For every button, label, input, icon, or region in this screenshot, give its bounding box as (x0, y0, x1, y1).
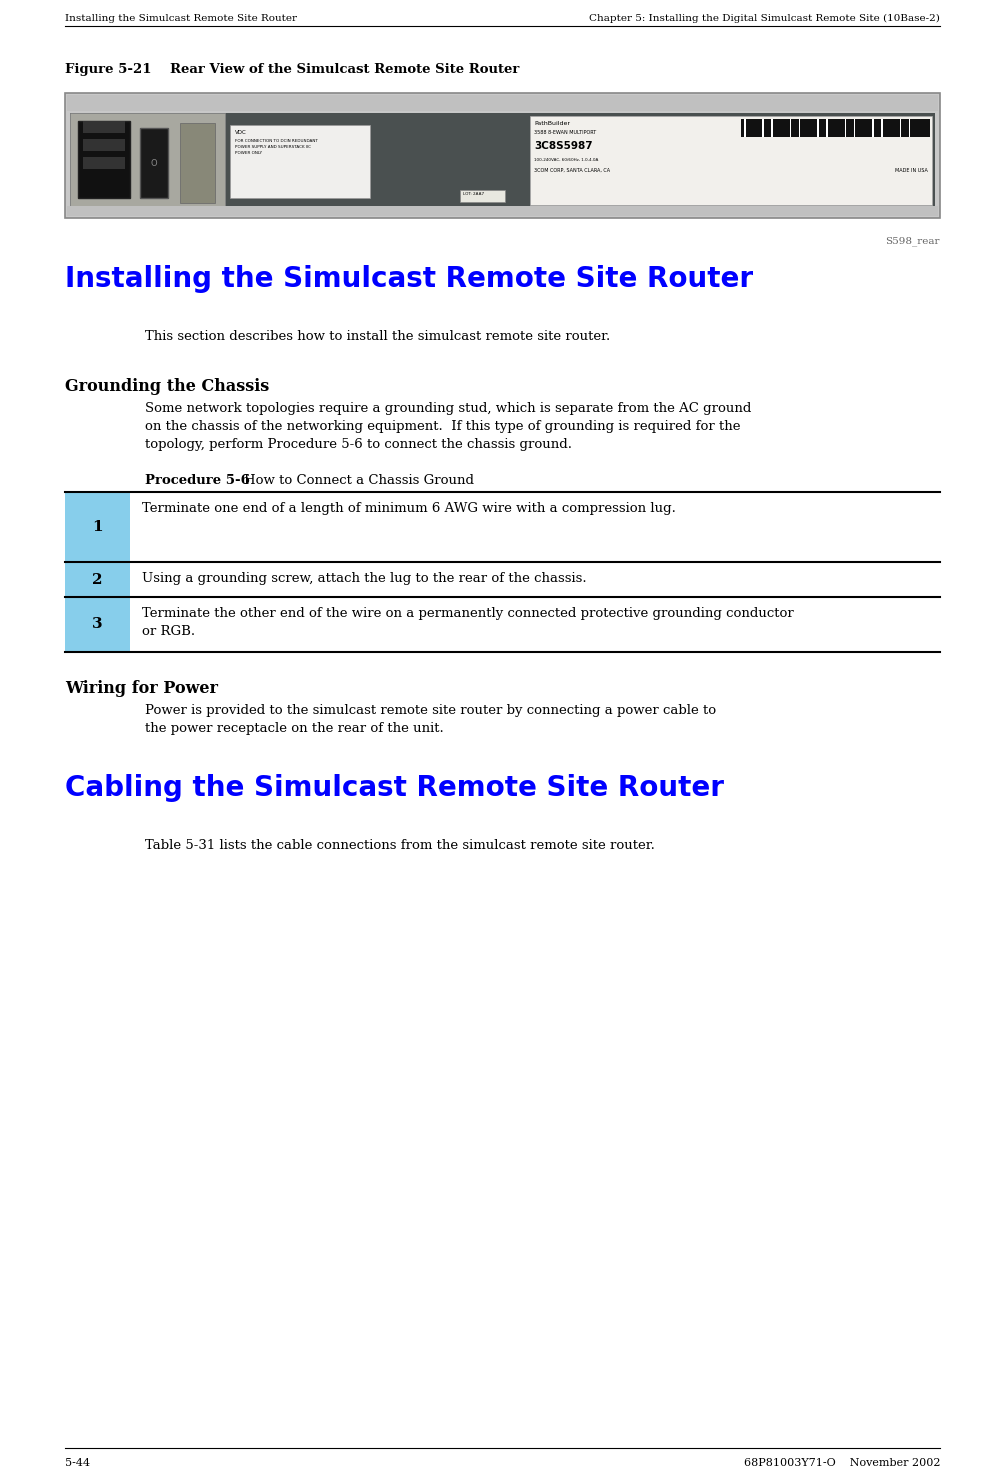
Bar (65, 597, 130, 652)
Text: 1: 1 (93, 520, 103, 534)
Bar (881, 120, 883, 137)
Text: 3COM CORP, SANTA CLARA, CA: 3COM CORP, SANTA CLARA, CA (534, 168, 610, 173)
Bar (65, 492, 130, 562)
Bar (67, 95, 938, 111)
Bar (65, 93, 940, 217)
Bar (140, 129, 168, 198)
Text: Cabling the Simulcast Remote Site Router: Cabling the Simulcast Remote Site Router (65, 774, 724, 803)
Text: Terminate one end of a length of minimum 6 AWG wire with a compression lug.: Terminate one end of a length of minimum… (142, 503, 676, 514)
Bar (799, 120, 801, 137)
Text: Power is provided to the simulcast remote site router by connecting a power cabl: Power is provided to the simulcast remot… (145, 704, 716, 735)
Text: Chapter 5: Installing the Digital Simulcast Remote Site (10Base-2): Chapter 5: Installing the Digital Simulc… (589, 13, 940, 24)
Text: S598_rear: S598_rear (885, 236, 940, 245)
Text: MADE IN USA: MADE IN USA (895, 168, 928, 173)
Text: Table 5-31 lists the cable connections from the simulcast remote site router.: Table 5-31 lists the cable connections f… (145, 840, 655, 851)
Bar (460, 191, 505, 202)
Text: How to Connect a Chassis Ground: How to Connect a Chassis Ground (227, 474, 474, 486)
Bar (230, 126, 370, 198)
Bar (818, 120, 819, 137)
Bar (845, 120, 846, 137)
Text: 68P81003Y71-O    November 2002: 68P81003Y71-O November 2002 (743, 1457, 940, 1468)
Text: Installing the Simulcast Remote Site Router: Installing the Simulcast Remote Site Rou… (65, 265, 753, 293)
Text: Using a grounding screw, attach the lug to the rear of the chassis.: Using a grounding screw, attach the lug … (142, 572, 587, 585)
Bar (83, 139, 125, 151)
Bar (854, 120, 855, 137)
Bar (180, 123, 215, 202)
Text: LOT: 2AA7: LOT: 2AA7 (463, 192, 484, 197)
Bar (908, 120, 910, 137)
Text: Wiring for Power: Wiring for Power (65, 680, 218, 698)
Bar (70, 112, 936, 208)
Text: Installing the Simulcast Remote Site Router: Installing the Simulcast Remote Site Rou… (65, 13, 297, 24)
Bar (65, 562, 130, 597)
Bar (530, 115, 932, 205)
Bar (744, 120, 745, 137)
Text: POWER SUPPLY AND SUPERSTACK IIC: POWER SUPPLY AND SUPERSTACK IIC (235, 145, 311, 149)
Text: 3: 3 (93, 618, 103, 631)
Bar (789, 120, 792, 137)
Bar (83, 157, 125, 168)
Text: 100-240VAC, 60/60Hz, 1.0-4.0A: 100-240VAC, 60/60Hz, 1.0-4.0A (534, 158, 598, 163)
Bar (70, 112, 225, 208)
Bar (899, 120, 901, 137)
Text: PathBuilder: PathBuilder (534, 121, 570, 126)
Text: VDC: VDC (235, 130, 247, 134)
Text: 3588 8-EWAN MULTIPORT: 3588 8-EWAN MULTIPORT (534, 130, 596, 134)
Text: FOR CONNECTION TO DCIN REDUNDANT: FOR CONNECTION TO DCIN REDUNDANT (235, 139, 318, 143)
Text: Grounding the Chassis: Grounding the Chassis (65, 378, 269, 395)
Text: This section describes how to install the simulcast remote site router.: This section describes how to install th… (145, 330, 610, 343)
Text: 3C8S5987: 3C8S5987 (534, 140, 593, 151)
Bar (872, 120, 874, 137)
Bar (771, 120, 773, 137)
Text: Procedure 5-6: Procedure 5-6 (145, 474, 250, 486)
Text: 5-44: 5-44 (65, 1457, 90, 1468)
Bar (78, 121, 130, 198)
Text: O: O (151, 158, 157, 167)
Text: Some network topologies require a grounding stud, which is separate from the AC : Some network topologies require a ground… (145, 402, 751, 451)
Bar (762, 120, 763, 137)
Bar (83, 121, 125, 133)
Text: Figure 5-21    Rear View of the Simulcast Remote Site Router: Figure 5-21 Rear View of the Simulcast R… (65, 64, 520, 75)
Bar (827, 120, 828, 137)
Bar (67, 205, 938, 216)
Bar (741, 120, 930, 137)
Text: 2: 2 (93, 572, 103, 587)
Text: POWER ONLY: POWER ONLY (235, 151, 262, 155)
Text: Terminate the other end of the wire on a permanently connected protective ground: Terminate the other end of the wire on a… (142, 607, 794, 638)
